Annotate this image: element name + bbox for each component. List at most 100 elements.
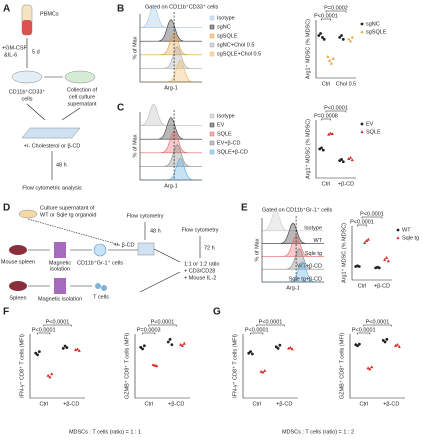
plate (21, 127, 81, 139)
legend-label: sgNC+Chol 0.5 (217, 42, 254, 48)
legend-marker (360, 22, 364, 26)
data-point (50, 372, 54, 376)
p-value: P<0.0001 (352, 327, 376, 333)
data-point (36, 353, 39, 357)
data-point (263, 369, 267, 372)
p-value: P<0.0001 (314, 13, 338, 19)
panel-label: B (117, 4, 124, 15)
significance-bracket (142, 332, 156, 335)
data-point (394, 344, 398, 347)
data-point (356, 344, 359, 348)
legend-marker (360, 30, 364, 34)
label: +GM-CSF (2, 45, 28, 51)
x-tick-label: +β-CD (374, 283, 390, 289)
legend-swatch (209, 113, 215, 119)
label: + CD3/CD28 (184, 268, 215, 274)
footer: MDSCs : T cells (ratio) = 1 : 1 (69, 429, 141, 435)
histogram (140, 144, 202, 167)
data-point (63, 344, 67, 348)
data-point (327, 132, 331, 136)
legend-label: sgNC (217, 24, 231, 30)
arrow (61, 107, 81, 121)
dish (64, 70, 96, 84)
mdsc (93, 243, 107, 257)
legend-label: sgNC (366, 21, 380, 27)
label: Collection of (67, 87, 98, 93)
legend-swatch (209, 42, 215, 48)
y-axis-label: Arg1⁺ MDSC (% MDSC) (304, 119, 311, 179)
data-point (331, 56, 335, 60)
p-value: P<0.0001 (46, 319, 70, 325)
organoid-dish (18, 209, 38, 219)
p-value: P<0.0001 (32, 327, 56, 333)
histogram (140, 18, 202, 42)
legend-label: EV (217, 122, 225, 128)
x-tick-label: Ctrl (359, 401, 368, 407)
legend-swatch (209, 51, 215, 57)
label: Flow cytometric analysis (22, 185, 82, 191)
significance-bracket (357, 332, 371, 335)
histogram-label: WT+β-CD (297, 264, 322, 270)
histogram-label: Sqle tg (305, 251, 322, 257)
significance-bracket (148, 324, 177, 327)
data-point (259, 369, 263, 373)
x-axis-label: Arg-1 (164, 183, 177, 189)
x-tick-label: +β-CD (338, 181, 354, 187)
arrow (153, 248, 181, 263)
data-point (166, 340, 170, 344)
label: +/- Cholesterol or β-CD (24, 143, 81, 149)
x-tick-label: Ctrl (322, 81, 331, 87)
legend-label: Isotype (217, 113, 235, 119)
histogram (262, 248, 324, 270)
x-tick-label: Ctrl (39, 401, 48, 407)
data-point (34, 351, 38, 355)
dish (11, 70, 43, 84)
data-point (77, 349, 81, 352)
x-axis-label: Arg-1 (164, 85, 177, 91)
label: CD11b⁺CD33⁺ (9, 88, 46, 95)
axis (139, 14, 202, 83)
significance-bracket (325, 10, 347, 13)
data-point (347, 157, 351, 160)
p-value: P<0.0001 (360, 211, 384, 217)
data-point (383, 340, 387, 344)
panel-label: C (117, 103, 124, 114)
arrow (27, 218, 121, 246)
histogram (140, 116, 202, 140)
data-point (319, 32, 322, 35)
gate-label: Gated on CD11b⁺CD33⁺ cells (145, 3, 219, 10)
significance-bracket (363, 324, 392, 327)
data-point (276, 347, 280, 350)
tube-blood (22, 20, 32, 35)
legend-label: Sqle tg (402, 235, 419, 241)
gate-label: Gated on CD11b⁺Gr-1⁺ cells (262, 206, 332, 213)
t-cell (101, 285, 107, 291)
label: 48 h (56, 162, 67, 168)
data-point (261, 370, 265, 374)
x-tick-label: Ctrl (358, 283, 367, 289)
significance-bracket (325, 110, 347, 113)
arrow (26, 103, 46, 121)
label: T cells (93, 294, 109, 300)
label: isolation (50, 266, 70, 272)
legend-swatch (209, 140, 215, 146)
y-axis-label: Arg1⁺ MDSC (% MDSC) (304, 19, 311, 79)
data-point (321, 148, 325, 152)
data-point (46, 373, 50, 377)
axis (349, 334, 405, 399)
legend-label: SQLE+β-CD (217, 149, 248, 155)
x-tick-label: Chol 0.5 (336, 81, 357, 87)
data-point (366, 366, 370, 370)
legend-marker (396, 228, 400, 232)
y-axis-label: GZMB⁺ CD8⁺ T cells (MFI) (338, 333, 345, 399)
legend-label: SQLE (217, 131, 232, 137)
p-value: P<0.0001 (350, 219, 374, 225)
data-point (340, 158, 343, 161)
data-point (366, 237, 370, 241)
data-point (340, 34, 343, 37)
data-point (384, 256, 389, 259)
label: &IL-6 (4, 52, 17, 58)
histogram (139, 5, 202, 28)
spleen (9, 281, 27, 291)
data-point (250, 352, 254, 356)
